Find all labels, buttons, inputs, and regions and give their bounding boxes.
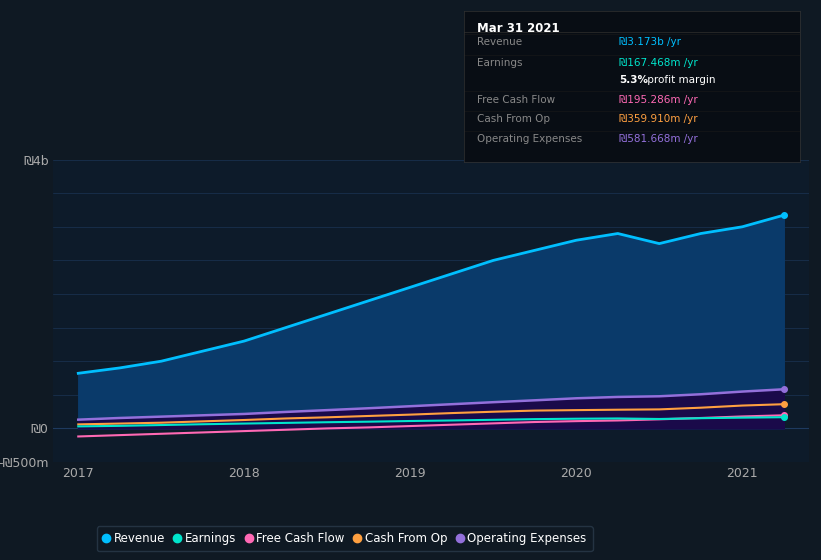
Text: ₪3.173b /yr: ₪3.173b /yr	[619, 37, 681, 47]
Text: ₪195.286m /yr: ₪195.286m /yr	[619, 95, 698, 105]
Text: Operating Expenses: Operating Expenses	[477, 134, 583, 144]
Text: ₪167.468m /yr: ₪167.468m /yr	[619, 58, 698, 68]
Text: ₪581.668m /yr: ₪581.668m /yr	[619, 134, 698, 144]
Text: 5.3%: 5.3%	[619, 75, 648, 85]
Text: Earnings: Earnings	[477, 58, 523, 68]
Text: Mar 31 2021: Mar 31 2021	[477, 22, 560, 35]
Legend: Revenue, Earnings, Free Cash Flow, Cash From Op, Operating Expenses: Revenue, Earnings, Free Cash Flow, Cash …	[97, 526, 593, 551]
Text: Revenue: Revenue	[477, 37, 522, 47]
Text: Cash From Op: Cash From Op	[477, 114, 550, 124]
Text: Free Cash Flow: Free Cash Flow	[477, 95, 556, 105]
Text: profit margin: profit margin	[644, 75, 715, 85]
Text: ₪359.910m /yr: ₪359.910m /yr	[619, 114, 697, 124]
